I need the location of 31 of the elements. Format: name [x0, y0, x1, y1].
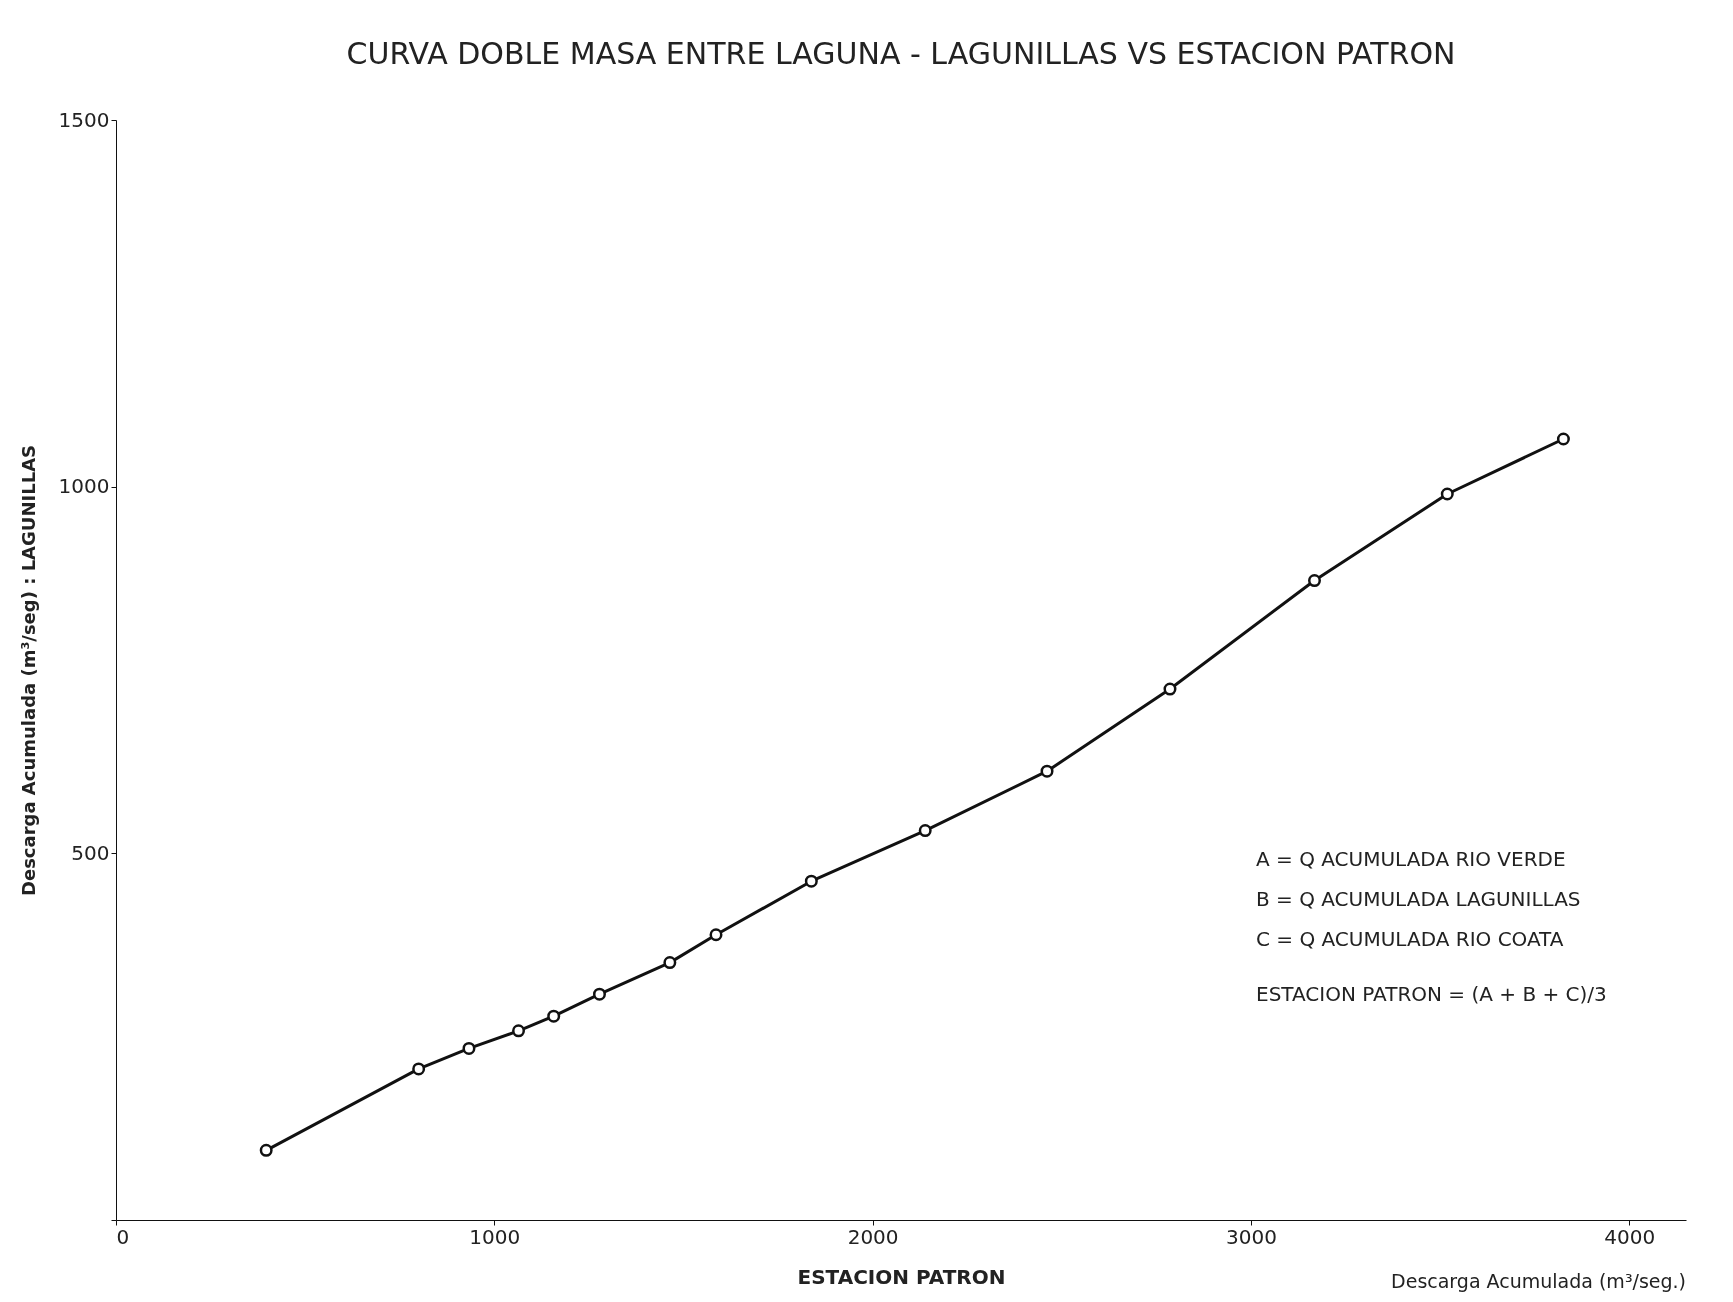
point	[592, 987, 606, 1001]
point	[663, 956, 677, 970]
x-tick-label: 1000	[469, 1224, 521, 1249]
y-axis-title: Descarga Acumulada (m³/seg) : LAGUNILLAS	[17, 444, 39, 897]
x-axis-title: ESTACION PATRON	[797, 1264, 1006, 1289]
point	[412, 1062, 426, 1076]
annotation: B = Q ACUMULADA LAGUNILLAS	[1256, 887, 1581, 911]
chart-title: CURVA DOBLE MASA ENTRE LAGUNA - LAGUNILLAS VS ESTACION PATRON	[346, 36, 1456, 71]
point	[918, 824, 932, 838]
annotation: ESTACION PATRON = (A + B + C)/3	[1256, 982, 1607, 1006]
y-tick-label: 1500	[58, 107, 110, 132]
x-tick-label: 4000	[1604, 1224, 1656, 1249]
point	[804, 874, 818, 888]
annotation: C = Q ACUMULADA RIO COATA	[1256, 927, 1564, 951]
point	[1163, 682, 1177, 696]
point	[462, 1041, 476, 1055]
point	[512, 1024, 526, 1038]
x-tick-label: 2000	[847, 1224, 899, 1249]
point	[1556, 432, 1570, 446]
x-tick-label: 0	[116, 1224, 130, 1249]
y-tick-label: 500	[71, 840, 110, 865]
x-tick-label: 3000	[1225, 1224, 1277, 1249]
point	[1040, 764, 1054, 778]
point	[1308, 574, 1321, 588]
text: Descarga Acumulada (m³/seg.)	[1391, 1270, 1686, 1292]
point	[547, 1009, 561, 1023]
point	[1440, 487, 1454, 501]
point	[259, 1143, 273, 1157]
annotation: A = Q ACUMULADA RIO VERDE	[1256, 847, 1566, 871]
y-tick-label: 1000	[58, 474, 110, 499]
point	[709, 928, 723, 942]
